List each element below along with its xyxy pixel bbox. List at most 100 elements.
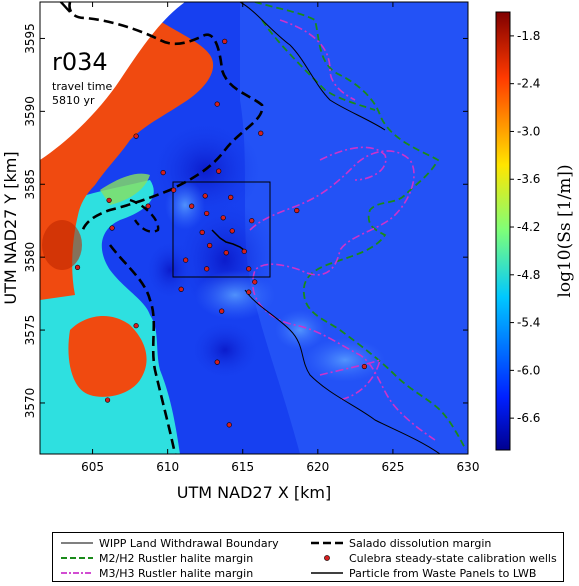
legend-swatch-thick-dashed <box>311 538 343 548</box>
colorbar <box>495 11 511 451</box>
legend-swatch-green-dashed <box>61 553 93 563</box>
m2-margin-upper <box>261 19 376 111</box>
colorbar-tick-label: -4.2 <box>517 220 540 234</box>
y-tick-label: 3585 <box>23 169 37 200</box>
transition-band <box>100 173 150 205</box>
calibration-well <box>258 130 264 136</box>
calibration-well <box>145 203 151 209</box>
legend-swatch-thin-solid <box>61 538 93 548</box>
salado-margin-south <box>108 244 177 454</box>
calibration-well <box>361 363 367 370</box>
travel-time-value: 5810 yr <box>52 94 95 107</box>
salado-margin-north <box>68 2 264 233</box>
map-field <box>40 2 468 454</box>
x-tick-label: 625 <box>381 460 404 474</box>
calibration-well <box>214 101 220 107</box>
calibration-well <box>189 203 195 209</box>
calibration-well <box>202 193 208 199</box>
legend-item-m2: M2/H2 Rustler halite margin <box>61 550 253 566</box>
y-axis-label: UTM NAD27 Y [km] <box>1 151 20 304</box>
calibration-well <box>294 207 300 214</box>
x-ticks: 605 610 615 620 625 630 <box>81 2 479 474</box>
colorbar-ticks: -1.8 -2.4 -3.0 -3.6 -4.2 -4.8 -5.4 -6.0 -6.6 <box>510 29 540 425</box>
x-axis-label: UTM NAD27 X [km] <box>177 483 331 502</box>
calibration-well <box>246 289 252 295</box>
legend-swatch-solid <box>311 568 343 578</box>
colorbar-tick-label: -3.0 <box>517 124 540 138</box>
m3-margin <box>279 19 356 101</box>
legend-label: M3/H3 Rustler halite margin <box>99 566 254 580</box>
travel-time-label: travel time <box>52 80 112 93</box>
calibration-well <box>160 169 166 176</box>
m3-margin-loop <box>319 146 387 181</box>
calibration-well <box>178 286 184 292</box>
white-corner <box>40 2 185 160</box>
colorbar-tick-label: -3.6 <box>517 172 540 186</box>
calibration-well <box>246 266 252 272</box>
colorbar-tick-label: -6.6 <box>517 411 540 425</box>
y-tick-label: 3595 <box>23 23 37 54</box>
calibration-well <box>204 210 210 217</box>
run-id-label: r034 <box>52 48 108 76</box>
legend-label: Salado dissolution margin <box>349 536 492 550</box>
calibration-well <box>109 225 115 231</box>
calibration-well <box>241 248 247 254</box>
calibration-well <box>216 168 222 174</box>
red-zone-deep <box>42 220 82 270</box>
calibration-well <box>199 229 205 235</box>
legend-item-m3: M3/H3 Rustler halite margin <box>61 565 253 581</box>
calibration-well <box>171 187 177 193</box>
calibration-well <box>214 359 220 365</box>
light-zone-3 <box>275 310 325 350</box>
calibration-well <box>133 323 139 329</box>
y-tick-label: 3590 <box>23 96 37 127</box>
legend-swatch-marker <box>311 553 343 563</box>
calibration-well <box>220 215 226 221</box>
y-tick-label: 3570 <box>23 388 37 419</box>
calibration-well <box>252 279 258 285</box>
colorbar-tick-label: -5.4 <box>517 316 540 330</box>
legend-label: WIPP Land Withdrawal Boundary <box>99 536 279 550</box>
legend-label: Particle from Waste Panels to LWB <box>349 566 537 580</box>
legend-label: Culebra steady-state calibration wells <box>349 551 557 565</box>
colorbar-label: log10(Ss [1/m]) <box>555 164 575 297</box>
wipp-box <box>172 181 271 278</box>
salado-margin-loop <box>129 198 160 233</box>
x-tick-label: 630 <box>457 460 480 474</box>
calibration-well <box>226 422 232 428</box>
calibration-well <box>249 218 255 224</box>
legend: WIPP Land Withdrawal Boundary Salado dis… <box>52 532 564 582</box>
x-tick-label: 615 <box>231 460 254 474</box>
legend-item-wells: Culebra steady-state calibration wells <box>311 550 557 566</box>
particle-path <box>211 229 245 251</box>
calibration-well <box>204 266 210 272</box>
axes-frame <box>39 1 469 455</box>
calibration-wells <box>74 38 367 428</box>
calibration-well <box>219 308 225 314</box>
map-figure: 605 610 615 620 625 630 357035753580358535903… <box>1 1 575 502</box>
y-tick-label: 3580 <box>23 242 37 273</box>
m3-margin-tail <box>319 358 382 401</box>
wipp-boundary-east <box>239 2 386 131</box>
x-tick-label: 605 <box>81 460 104 474</box>
y-tick-label: 3575 <box>23 315 37 346</box>
red-zone-south <box>68 315 147 397</box>
salado-margin-dune <box>59 2 71 13</box>
m2-margin <box>254 2 467 451</box>
calibration-well <box>228 194 234 200</box>
m3-margin-south <box>249 150 436 441</box>
colorbar-tick-label: -2.4 <box>517 77 540 91</box>
calibration-well <box>229 228 235 234</box>
x-tick-label: 620 <box>306 460 329 474</box>
calibration-well <box>74 264 81 270</box>
calibration-well <box>223 250 229 256</box>
calibration-well <box>222 38 228 44</box>
x-tick-label: 610 <box>156 460 179 474</box>
calibration-well <box>207 242 213 249</box>
wipp-boundary-south <box>244 289 441 454</box>
legend-item-wipp-boundary: WIPP Land Withdrawal Boundary <box>61 535 279 551</box>
y-ticks: 3570 3575 3580 3585 3590 3595 <box>23 23 468 418</box>
legend-item-particle: Particle from Waste Panels to LWB <box>311 565 536 581</box>
light-zone-2 <box>305 338 385 382</box>
calibration-well <box>104 397 111 403</box>
